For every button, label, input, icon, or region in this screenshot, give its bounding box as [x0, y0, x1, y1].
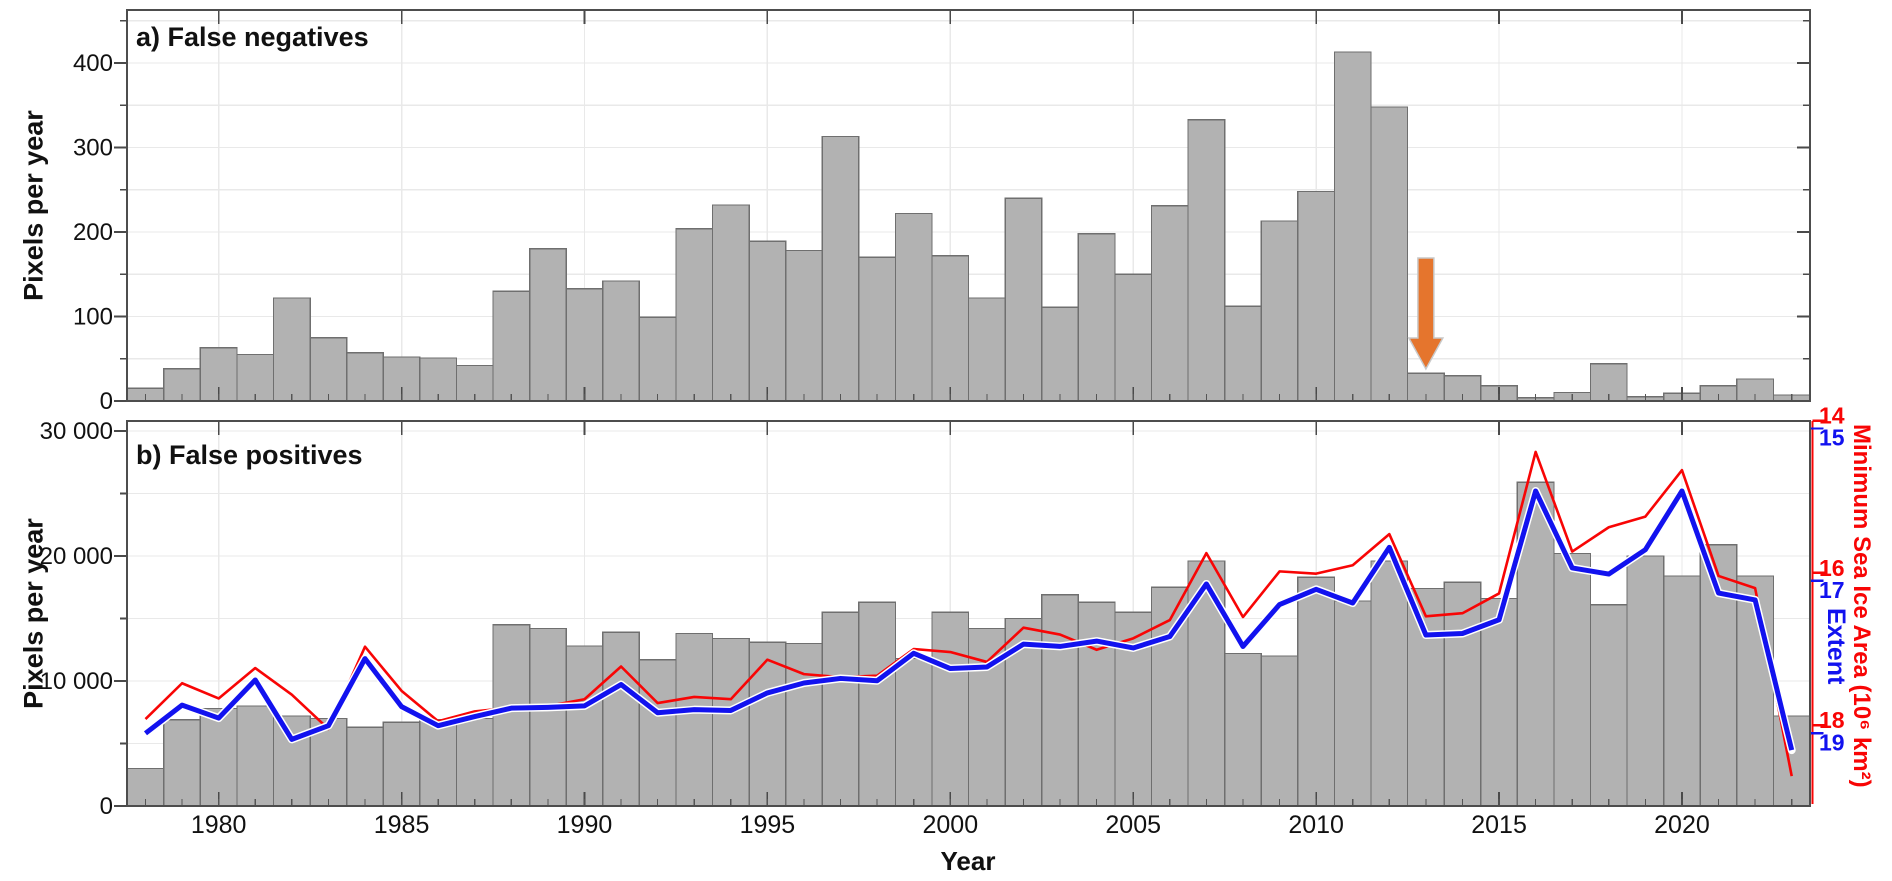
svg-text:10 000: 10 000: [40, 668, 113, 695]
panel-a-title: a) False negatives: [136, 22, 369, 52]
svg-text:18: 18: [1819, 707, 1845, 733]
svg-text:100: 100: [73, 304, 113, 331]
svg-text:20 000: 20 000: [40, 543, 113, 570]
svg-text:1990: 1990: [557, 811, 613, 839]
right-axis-blue-label: Extent: [1822, 608, 1850, 685]
svg-text:17: 17: [1819, 577, 1845, 603]
svg-text:2010: 2010: [1288, 811, 1344, 839]
svg-text:16: 16: [1819, 555, 1845, 581]
right-axis-red-label: Minimum Sea Ice Area (10⁶ km²): [1848, 424, 1875, 788]
svg-text:300: 300: [73, 135, 113, 162]
svg-text:2020: 2020: [1654, 811, 1710, 839]
svg-text:2015: 2015: [1471, 811, 1527, 839]
svg-text:1995: 1995: [740, 811, 796, 839]
panel-a-ylabel: Pixels per year: [18, 110, 49, 301]
x-axis-label: Year: [940, 846, 996, 876]
svg-text:2005: 2005: [1105, 811, 1161, 839]
panel-b-ylabel: Pixels per year: [18, 518, 49, 709]
svg-text:0: 0: [100, 793, 113, 820]
svg-text:200: 200: [73, 219, 113, 246]
svg-text:19: 19: [1819, 729, 1845, 755]
svg-text:400: 400: [73, 50, 113, 77]
svg-text:30 000: 30 000: [40, 418, 113, 445]
highlight-arrow-icon: [1407, 257, 1445, 371]
panel-b-title: b) False positives: [136, 440, 363, 470]
svg-text:1985: 1985: [374, 811, 430, 839]
svg-text:2000: 2000: [922, 811, 978, 839]
svg-text:1980: 1980: [191, 811, 247, 839]
svg-text:0: 0: [100, 388, 113, 415]
svg-text:15: 15: [1819, 425, 1845, 451]
svg-text:14: 14: [1819, 403, 1845, 429]
